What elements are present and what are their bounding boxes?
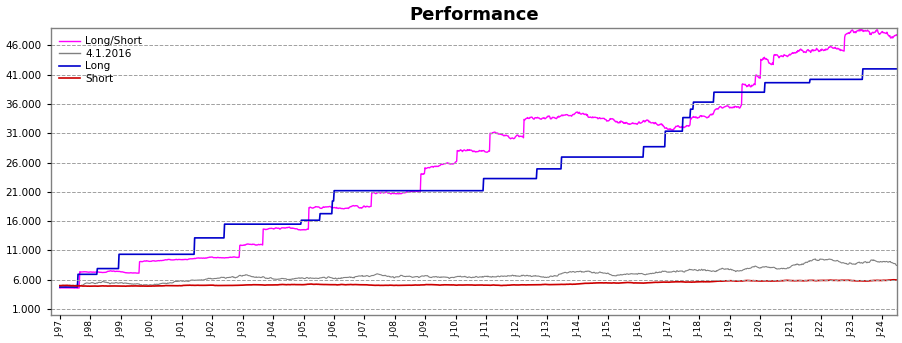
4.1.2016 xyxy=(54,284,65,288)
Long xyxy=(245,222,256,226)
Long/Short xyxy=(855,26,866,30)
4.1.2016 xyxy=(246,274,257,279)
Long/Short xyxy=(851,28,862,32)
Short xyxy=(235,283,246,287)
4.1.2016 xyxy=(852,260,863,264)
Line: Short: Short xyxy=(60,279,902,286)
Short xyxy=(115,284,126,288)
Long/Short xyxy=(54,286,65,290)
Long xyxy=(235,222,245,226)
4.1.2016 xyxy=(612,273,622,277)
Line: Long: Long xyxy=(60,69,902,287)
Long/Short xyxy=(72,286,83,290)
Short xyxy=(612,281,622,285)
Line: Long/Short: Long/Short xyxy=(60,28,902,288)
Long xyxy=(54,285,65,289)
Long xyxy=(556,155,566,159)
Long/Short xyxy=(235,243,246,247)
Long/Short xyxy=(246,243,257,247)
Short xyxy=(246,283,257,287)
Short xyxy=(54,284,65,288)
Long xyxy=(851,77,862,81)
Long/Short xyxy=(557,113,567,117)
4.1.2016 xyxy=(809,257,820,261)
4.1.2016 xyxy=(55,284,66,288)
Short xyxy=(68,284,78,288)
Line: 4.1.2016: 4.1.2016 xyxy=(60,259,902,286)
Short xyxy=(851,279,862,283)
Long xyxy=(68,285,78,289)
Legend: Long/Short, 4.1.2016, Long, Short: Long/Short, 4.1.2016, Long, Short xyxy=(56,33,145,87)
4.1.2016 xyxy=(557,271,567,275)
Long/Short xyxy=(68,286,78,290)
Long/Short xyxy=(612,121,622,125)
Long xyxy=(857,67,868,71)
4.1.2016 xyxy=(235,274,246,278)
Long xyxy=(612,155,622,159)
Short xyxy=(557,282,567,286)
Title: Performance: Performance xyxy=(409,5,538,24)
4.1.2016 xyxy=(69,283,79,287)
